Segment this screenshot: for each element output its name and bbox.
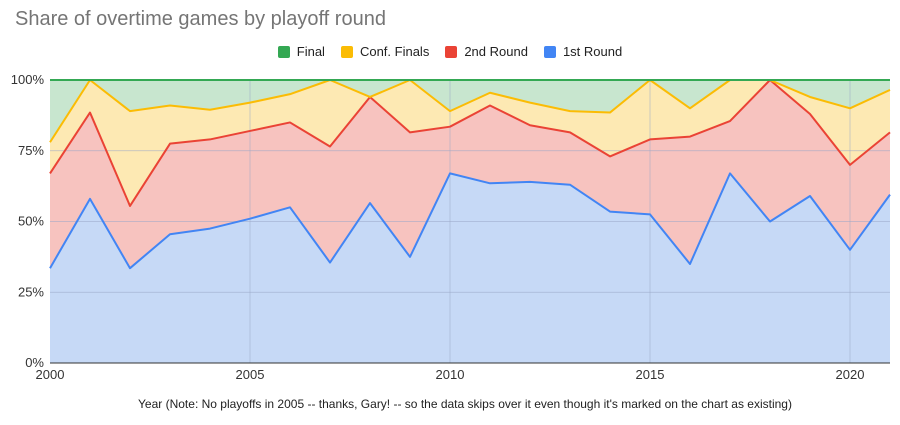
- legend-item-1st-round[interactable]: 1st Round: [543, 44, 623, 59]
- chart-title: Share of overtime games by playoff round: [15, 8, 386, 30]
- x-tick-label: 2005: [236, 367, 265, 382]
- legend-label-final: Final: [296, 44, 325, 59]
- y-tick-label: 25%: [18, 284, 44, 299]
- area-conf-finals: [50, 80, 890, 206]
- legend-swatch-conf-finals: [340, 45, 353, 58]
- legend-item-conf-finals[interactable]: Conf. Finals: [340, 44, 430, 59]
- legend-swatch-2nd-round: [445, 45, 458, 58]
- legend-item-2nd-round[interactable]: 2nd Round: [445, 44, 528, 59]
- y-tick-label: 100%: [11, 72, 45, 87]
- legend-label-1st-round: 1st Round: [562, 44, 623, 59]
- legend-label-conf-finals: Conf. Finals: [359, 44, 430, 59]
- y-tick-label: 0%: [25, 355, 44, 370]
- x-axis-label: Year (Note: No playoffs in 2005 -- thank…: [138, 397, 792, 411]
- legend-swatch-final: [277, 45, 290, 58]
- line-2nd-round: [49, 79, 891, 207]
- area-1st-round: [50, 173, 890, 363]
- line-1st-round: [49, 172, 891, 270]
- area-2nd-round: [50, 80, 890, 269]
- y-tick-label: 50%: [18, 214, 44, 229]
- x-tick-label: 2020: [836, 367, 865, 382]
- legend-label-2nd-round: 2nd Round: [464, 44, 528, 59]
- area-final: [50, 80, 890, 143]
- legend: Final Conf. Finals 2nd Round 1st Round: [0, 44, 900, 59]
- x-tick-label: 2015: [636, 367, 665, 382]
- x-tick-label: 2000: [36, 367, 65, 382]
- x-tick-label: 2010: [436, 367, 465, 382]
- y-tick-label: 75%: [18, 143, 44, 158]
- legend-item-final[interactable]: Final: [277, 44, 325, 59]
- legend-swatch-1st-round: [543, 45, 556, 58]
